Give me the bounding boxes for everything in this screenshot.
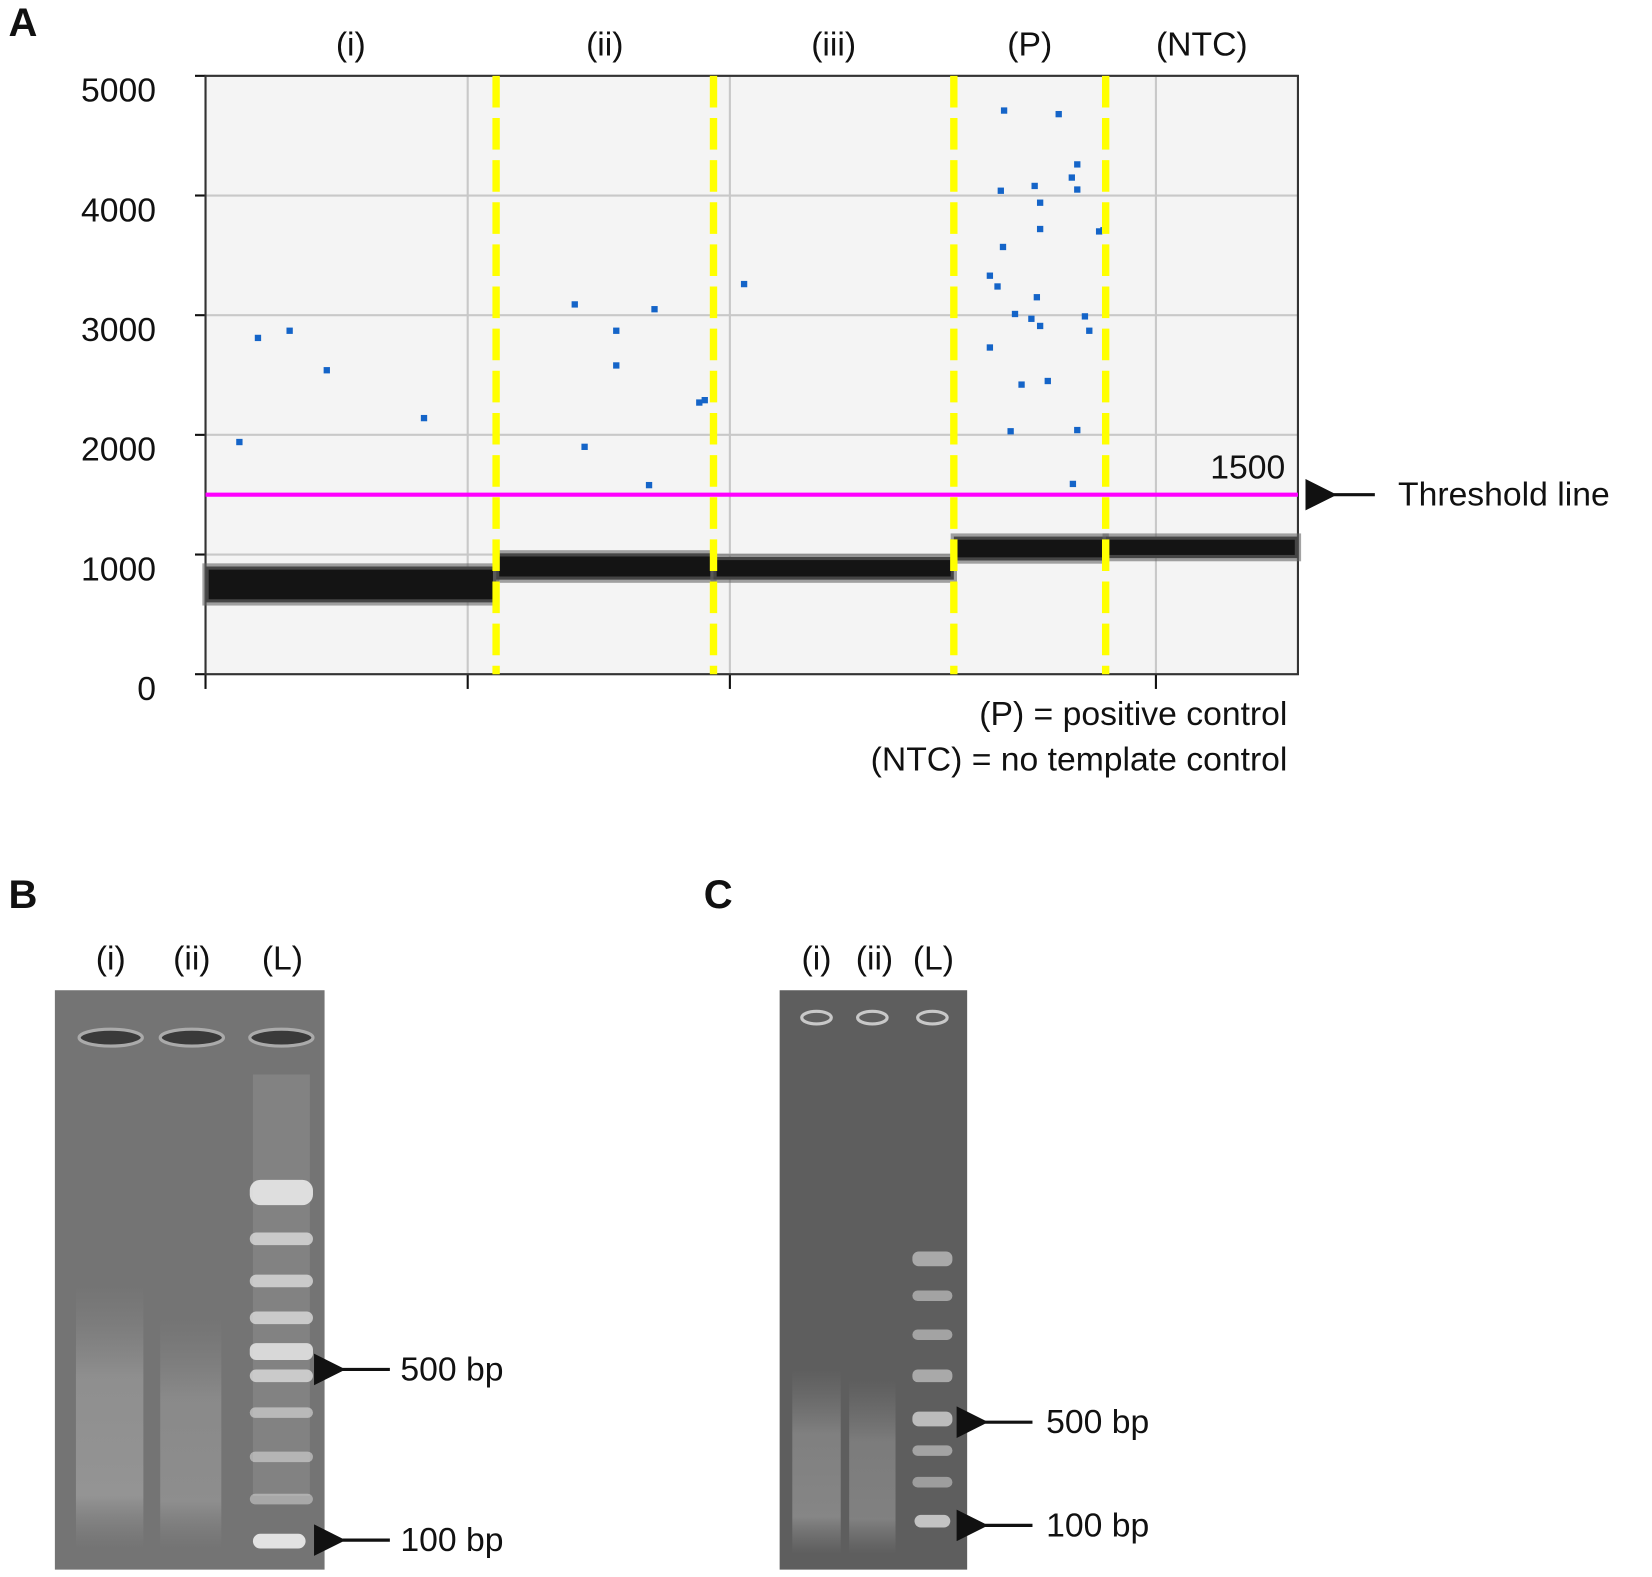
gel-b: B (i) (ii) (L) 500 bp 100 bp bbox=[9, 873, 504, 1570]
wells bbox=[77, 1027, 315, 1048]
panel-label: B bbox=[9, 873, 38, 917]
negative-cluster bbox=[202, 563, 500, 606]
droplet bbox=[1028, 315, 1035, 322]
droplet bbox=[613, 362, 620, 369]
droplet bbox=[986, 272, 994, 279]
y-tick-label: 3000 bbox=[81, 311, 156, 349]
droplet bbox=[1036, 199, 1044, 206]
well-label: (ii) bbox=[586, 25, 623, 63]
threshold-label: 1500 bbox=[1210, 448, 1285, 486]
droplet bbox=[999, 243, 1007, 251]
droplet bbox=[420, 414, 428, 422]
droplet bbox=[1074, 186, 1081, 193]
note: (P) = positive control bbox=[979, 695, 1287, 733]
droplet bbox=[1033, 294, 1041, 301]
droplet bbox=[1074, 161, 1081, 168]
lane-label: (ii) bbox=[856, 940, 893, 978]
well-label: (NTC) bbox=[1156, 25, 1248, 63]
marker-label: 500 bp bbox=[1046, 1403, 1149, 1441]
droplet bbox=[254, 334, 262, 342]
droplet bbox=[997, 187, 1004, 194]
droplet bbox=[1068, 174, 1075, 181]
droplet bbox=[701, 396, 708, 404]
droplet bbox=[740, 280, 748, 288]
panel-label: C bbox=[704, 873, 733, 917]
droplet bbox=[1011, 310, 1019, 318]
droplet bbox=[1069, 480, 1077, 488]
well-label: (iii) bbox=[811, 25, 856, 63]
droplet bbox=[571, 301, 578, 308]
droplet bbox=[1036, 322, 1044, 330]
droplet bbox=[613, 327, 620, 334]
droplet bbox=[323, 367, 330, 374]
droplet bbox=[1031, 182, 1038, 190]
smear bbox=[75, 1285, 144, 1549]
negative-cluster bbox=[1102, 533, 1302, 562]
droplet bbox=[994, 283, 1001, 290]
y-tick-label: 2000 bbox=[81, 431, 156, 469]
droplet bbox=[1081, 313, 1089, 320]
negative-cluster bbox=[710, 553, 957, 583]
droplet bbox=[1018, 381, 1025, 388]
ladder bbox=[249, 1179, 313, 1549]
note: (NTC) = no template control bbox=[871, 741, 1288, 779]
y-tick-label: 4000 bbox=[81, 191, 156, 229]
lane-label: (i) bbox=[96, 940, 126, 978]
ladder bbox=[912, 1251, 953, 1528]
smear bbox=[849, 1380, 896, 1554]
droplet bbox=[1000, 107, 1008, 114]
smear bbox=[160, 1316, 222, 1549]
gel-c: C (i) (ii) (L) 500 bp 100 bp bbox=[704, 873, 1149, 1570]
negative-cluster bbox=[492, 550, 717, 583]
well-label: (i) bbox=[336, 25, 366, 63]
negative-cluster bbox=[950, 533, 1109, 564]
droplet bbox=[645, 481, 653, 489]
well-label: (P) bbox=[1007, 25, 1052, 63]
smear bbox=[792, 1369, 841, 1554]
chart: 0 1000 2000 3000 4000 5000 (i) (ii) (iii) (P) (NTC… bbox=[81, 25, 1610, 778]
marker-label: 100 bp bbox=[1046, 1506, 1149, 1544]
plot-border bbox=[204, 74, 1299, 676]
droplet bbox=[581, 443, 588, 450]
wells bbox=[800, 1009, 949, 1026]
marker-label: 500 bp bbox=[400, 1350, 503, 1388]
droplet bbox=[1074, 426, 1081, 434]
y-tick-label: 1000 bbox=[81, 550, 156, 588]
droplet bbox=[1055, 110, 1062, 118]
droplet bbox=[1036, 225, 1044, 233]
lane-label: (i) bbox=[802, 940, 832, 978]
droplet bbox=[986, 344, 994, 351]
lane-label: (L) bbox=[262, 940, 303, 978]
droplet bbox=[286, 327, 293, 334]
lane-label: (ii) bbox=[173, 940, 210, 978]
droplet bbox=[1044, 377, 1051, 385]
lane-label: (L) bbox=[913, 940, 954, 978]
marker-label: 100 bp bbox=[400, 1521, 503, 1559]
threshold-annotation: Threshold line bbox=[1398, 476, 1610, 514]
droplet bbox=[696, 399, 703, 406]
droplet bbox=[236, 438, 243, 446]
panel-label: A bbox=[9, 1, 38, 45]
droplet bbox=[651, 306, 658, 313]
droplet bbox=[1007, 428, 1014, 435]
droplet bbox=[1086, 327, 1093, 334]
y-tick-label: 0 bbox=[137, 670, 156, 708]
y-tick-label: 5000 bbox=[81, 72, 156, 110]
droplet bbox=[1095, 228, 1103, 235]
